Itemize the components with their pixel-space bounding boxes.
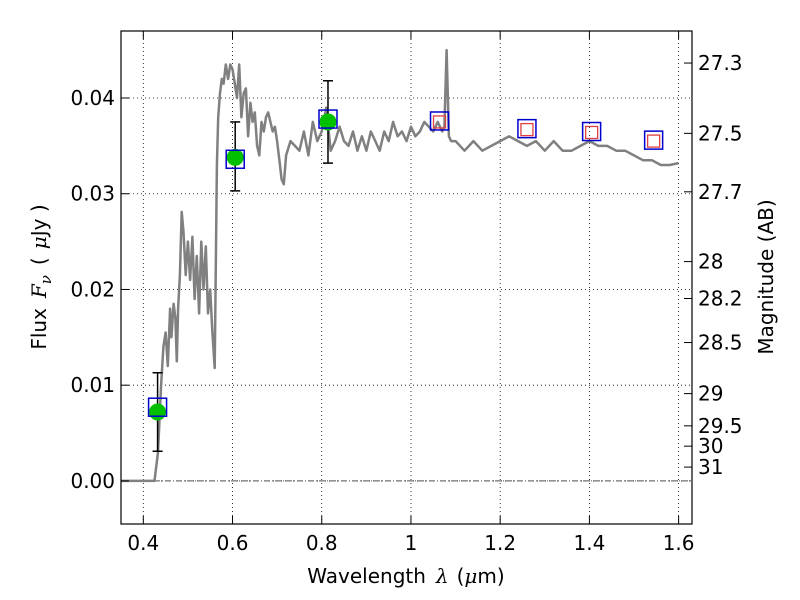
magnitude-tick-label: 28.5 <box>698 331 743 355</box>
model-photometry-blue-square <box>225 149 245 170</box>
magnitude-axis-label: Magnitude (AB) <box>754 199 778 354</box>
model-spectrum-layer <box>121 48 679 483</box>
y-axis-label-unit-mu: μ <box>27 236 51 249</box>
x-tick-label: 0.6 <box>217 531 249 555</box>
x-axis-label-unit-open: ( <box>457 564 465 588</box>
observed-point <box>319 113 337 131</box>
magnitude-tick-label: 30 <box>698 434 723 458</box>
magnitude-tick-label: 31 <box>698 455 723 479</box>
plot-frame <box>120 30 693 525</box>
x-axis-label-unit-rest: m) <box>477 564 504 588</box>
model-photometry-blue-square <box>581 121 602 142</box>
y-tick-label: 0.01 <box>70 373 115 397</box>
y-tick-label: 0.02 <box>70 277 115 301</box>
magnitude-tick-label: 29.5 <box>698 414 743 438</box>
observed-point <box>149 403 167 421</box>
y-axis-label-unit-open: ( <box>27 257 51 265</box>
x-axis-ticks: 0.4 0.6 0.8 1 1.2 1.4 1.6 <box>127 31 695 555</box>
magnitude-tick-label: 27.7 <box>698 180 743 204</box>
magnitude-tick-label: 29 <box>698 382 723 406</box>
y-axis-label-symbol: F <box>27 283 51 299</box>
magnitude-tick-label: 27.5 <box>698 121 743 145</box>
x-tick-label: 1.2 <box>484 531 516 555</box>
model-photometry-red-square <box>520 122 534 137</box>
model-photometry-blue-squares <box>147 109 664 417</box>
x-axis-label: Wavelength λ (μm) <box>307 564 504 588</box>
x-tick-label: 1.4 <box>573 531 605 555</box>
magnitude-tick-label: 28 <box>698 250 723 274</box>
observed-point <box>226 148 244 166</box>
y-axis-label-subscript: ν <box>37 275 55 284</box>
model-photometry-blue-square <box>429 111 450 131</box>
model-photometry-blue-square <box>517 118 537 139</box>
model-photometry-red-square <box>646 134 661 148</box>
model-photometry-blue-square <box>318 109 338 129</box>
model-photometry-red-square <box>584 125 599 140</box>
y-axis-label-prefix: Flux <box>27 308 51 350</box>
model-photometry-red-squares <box>432 115 661 148</box>
x-tick-label: 0.8 <box>306 531 338 555</box>
model-photometry-blue-square <box>147 397 168 417</box>
y-tick-label: 0.04 <box>70 86 115 110</box>
magnitude-tick-label: 27.3 <box>698 51 743 75</box>
y-axis-label-unit-rest: Jy ) <box>27 204 51 238</box>
x-axis-label-prefix: Wavelength <box>307 564 426 588</box>
x-tick-label: 1 <box>405 531 418 555</box>
x-axis-label-unit-mu: μ <box>464 564 477 588</box>
model-spectrum-line <box>121 48 679 483</box>
y-axis-ticks: 0.00 0.01 0.02 0.03 0.04 <box>70 86 129 493</box>
model-photometry-blue-square <box>643 130 664 150</box>
x-axis-label-symbol: λ <box>435 564 449 588</box>
y-axis-label: Flux Fν ( μJy ) <box>27 204 55 349</box>
y-tick-label: 0.00 <box>70 469 115 493</box>
x-tick-label: 1.6 <box>663 531 695 555</box>
model-photometry-red-square <box>432 115 447 129</box>
y-tick-label: 0.03 <box>70 182 115 206</box>
x-tick-label: 0.4 <box>127 531 159 555</box>
magnitude-tick-label: 28.2 <box>698 287 743 311</box>
